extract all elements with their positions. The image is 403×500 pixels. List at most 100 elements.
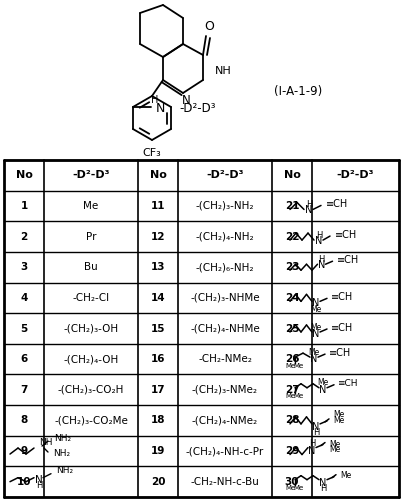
Text: 26: 26 [285,354,299,364]
Text: 1: 1 [21,201,28,211]
Text: H: H [318,254,325,264]
Text: 14: 14 [151,293,165,303]
Text: H: H [313,428,319,438]
Text: 4: 4 [20,293,28,303]
Text: N: N [310,354,318,364]
Text: ≡CH: ≡CH [331,292,353,302]
Text: CF₃: CF₃ [143,148,161,158]
Text: H: H [151,95,159,105]
Text: -(CH₂)₃-CO₂H: -(CH₂)₃-CO₂H [58,385,124,395]
Text: Me: Me [340,471,351,480]
Text: Me: Me [286,393,296,399]
Text: N: N [155,102,165,114]
Text: 16: 16 [151,354,165,364]
Text: N: N [182,94,190,106]
Text: Pr: Pr [86,232,96,241]
Text: 30: 30 [285,476,299,486]
Text: 29: 29 [285,446,299,456]
Text: NH: NH [39,438,52,446]
Text: 9: 9 [21,446,27,456]
Text: 22: 22 [285,232,299,241]
Text: -CH₂-NMe₂: -CH₂-NMe₂ [198,354,252,364]
Text: ≡CH: ≡CH [329,348,351,358]
Text: 15: 15 [151,324,165,334]
Text: -CH₂-Cl: -CH₂-Cl [73,293,110,303]
Text: 24: 24 [285,293,299,303]
Text: 27: 27 [285,385,299,395]
Text: ≡CH: ≡CH [337,380,357,388]
Text: -(CH₂)₃-NH₂: -(CH₂)₃-NH₂ [196,201,254,211]
Text: O: O [204,20,214,34]
Text: -(CH₂)₄-OH: -(CH₂)₄-OH [63,354,118,364]
Text: 2: 2 [21,232,28,241]
Text: H: H [320,484,326,493]
Text: Me: Me [310,305,322,314]
Text: -(CH₂)₃-NMe₂: -(CH₂)₃-NMe₂ [192,385,258,395]
Text: NH₂: NH₂ [54,434,71,442]
Text: 8: 8 [21,416,28,426]
Text: Me: Me [286,484,296,490]
Text: N: N [319,478,327,488]
Text: -CH₂-NH-c-Bu: -CH₂-NH-c-Bu [191,476,260,486]
Text: 21: 21 [285,201,299,211]
Text: -(CH₂)₃-OH: -(CH₂)₃-OH [63,324,118,334]
Text: Me: Me [329,440,340,449]
Text: ≡CH: ≡CH [337,255,359,265]
Text: -(CH₂)₄-NHMe: -(CH₂)₄-NHMe [190,324,260,334]
Text: -D²-D³: -D²-D³ [179,102,216,114]
Text: Me: Me [294,484,304,490]
Text: 19: 19 [151,446,165,456]
Text: -(CH₂)₄-NH₂: -(CH₂)₄-NH₂ [196,232,254,241]
Text: ≡CH: ≡CH [331,323,353,333]
Text: No: No [16,170,32,180]
Text: 6: 6 [21,354,28,364]
Text: H: H [36,481,42,490]
Text: -(CH₂)₆-NH₂: -(CH₂)₆-NH₂ [196,262,254,272]
Text: Me: Me [310,322,322,332]
Text: 3: 3 [21,262,28,272]
Text: H: H [306,200,312,209]
Text: N: N [308,446,316,456]
Text: Me: Me [308,348,320,356]
Text: -D²-D³: -D²-D³ [206,170,244,180]
Text: NH₂: NH₂ [56,466,73,475]
Text: Me: Me [294,363,304,369]
Text: H: H [309,439,315,448]
Text: Me: Me [294,393,304,399]
Text: N: N [312,422,320,432]
Text: No: No [284,170,301,180]
Text: 23: 23 [285,262,299,272]
Text: ≡CH: ≡CH [335,230,357,240]
Text: Me: Me [333,410,344,420]
Text: -(CH₂)₃-NHMe: -(CH₂)₃-NHMe [190,293,260,303]
Text: 11: 11 [151,201,165,211]
Text: -D²-D³: -D²-D³ [72,170,110,180]
Text: N: N [305,206,313,216]
Text: Bu: Bu [84,262,98,272]
Text: H: H [316,230,322,239]
Text: 18: 18 [151,416,165,426]
Text: Me: Me [333,416,344,426]
Text: Me: Me [83,201,99,211]
Text: N: N [318,260,325,270]
Text: -(CH₂)₄-NH-c-Pr: -(CH₂)₄-NH-c-Pr [186,446,264,456]
Text: N: N [315,236,323,246]
Text: NH: NH [215,66,232,76]
Text: 13: 13 [151,262,165,272]
Text: 28: 28 [285,416,299,426]
Text: N: N [319,385,327,395]
Text: ≡CH: ≡CH [326,200,348,209]
Text: (I-A-1-9): (I-A-1-9) [274,86,322,98]
Text: Me: Me [329,445,340,454]
Text: Me: Me [286,363,296,369]
Text: N: N [35,474,43,484]
Text: 10: 10 [17,476,31,486]
Text: -D²-D³: -D²-D³ [337,170,374,180]
Text: N: N [312,329,320,339]
Text: -(CH₂)₃-CO₂Me: -(CH₂)₃-CO₂Me [54,416,128,426]
Text: 7: 7 [20,385,28,395]
Text: 17: 17 [151,385,165,395]
Text: NH₂: NH₂ [53,448,70,458]
Text: N: N [312,298,320,308]
Text: 12: 12 [151,232,165,241]
